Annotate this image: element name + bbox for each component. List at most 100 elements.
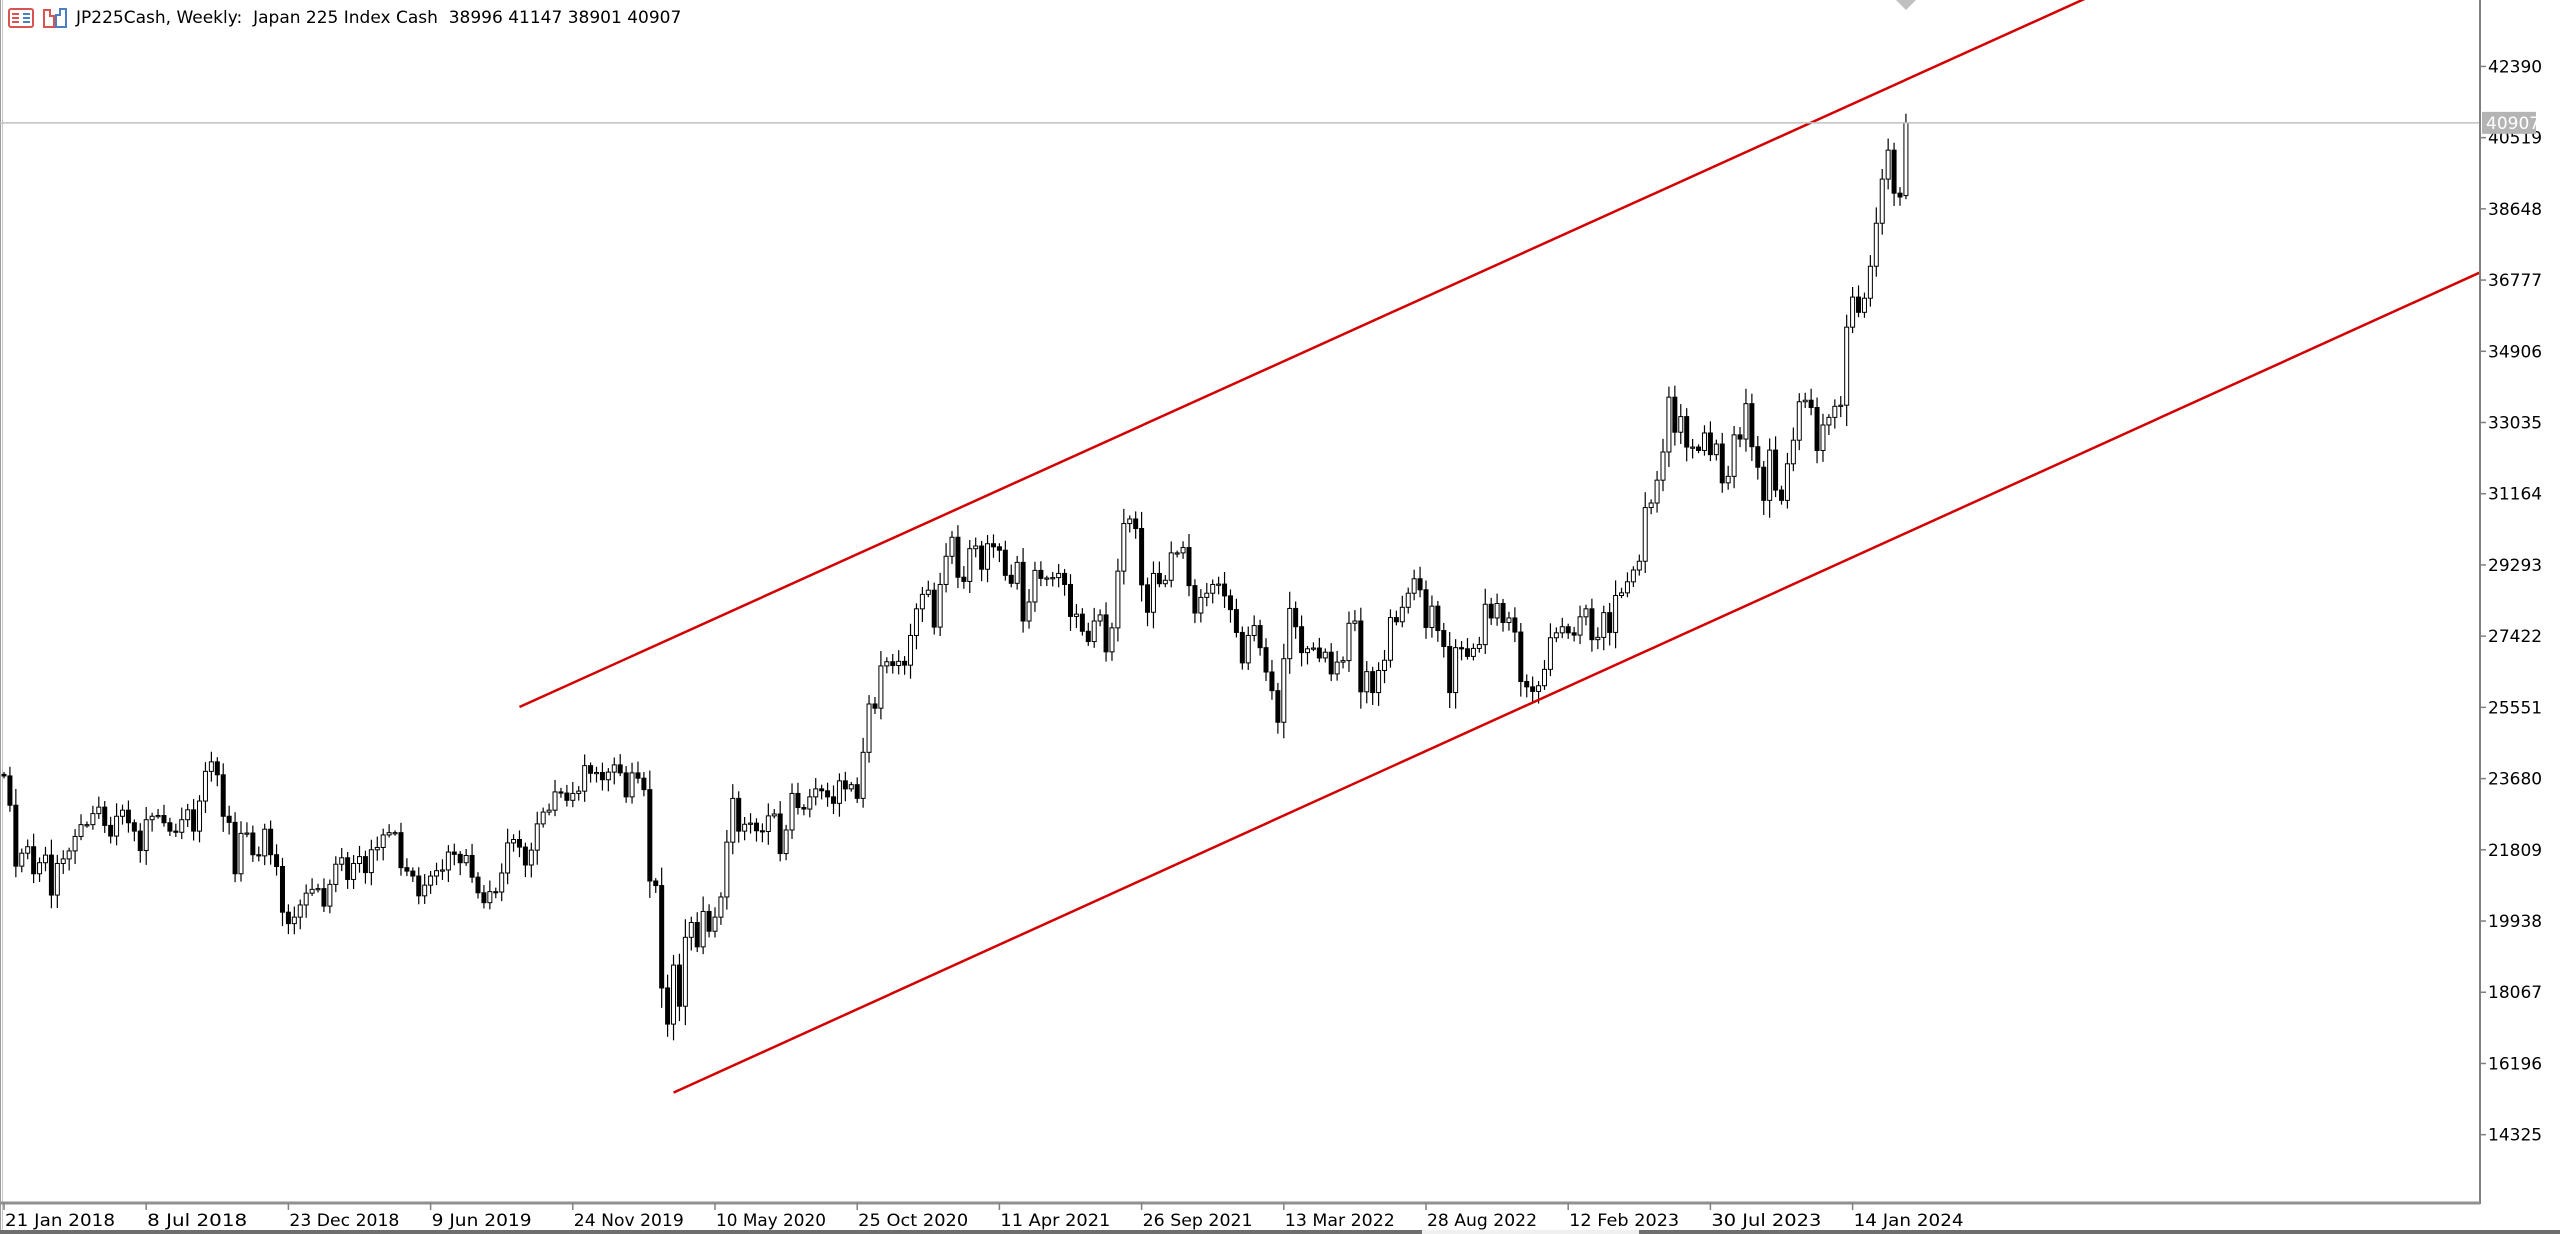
candle-body-bear	[1500, 602, 1506, 624]
candle	[487, 880, 493, 910]
current-price-label: 40907	[2486, 114, 2540, 134]
candle	[1725, 465, 1731, 490]
candle	[700, 896, 706, 955]
candle	[860, 737, 866, 808]
candle	[309, 878, 315, 896]
candle-body-bull	[309, 888, 315, 894]
candle-body-bull	[528, 849, 534, 866]
candle	[1109, 622, 1115, 661]
candle	[1020, 548, 1026, 633]
candle-body-bear	[558, 791, 564, 794]
candle	[671, 954, 677, 1041]
candle-body-bear	[256, 854, 262, 857]
candle-body-bull	[1743, 403, 1749, 440]
time-tick-label: 26 Sep 2021	[1143, 1211, 1253, 1231]
candle-body-bull	[534, 823, 540, 851]
candle	[1761, 460, 1767, 515]
chart-window-icon[interactable]	[42, 7, 68, 29]
candle-body-bear	[7, 775, 13, 806]
candle	[866, 695, 872, 763]
candle-body-bear	[961, 576, 967, 582]
candle	[1305, 646, 1310, 665]
candle-body-bull	[1731, 434, 1737, 477]
candle	[1861, 292, 1867, 318]
candle	[1660, 438, 1666, 492]
candle	[125, 800, 131, 833]
candle-body-bear	[48, 854, 54, 896]
candle-body-bear	[1512, 617, 1518, 633]
candle-body-bull	[807, 796, 813, 810]
candle-body-bear	[617, 764, 623, 774]
chart-tab[interactable]	[1422, 1230, 1639, 1234]
candle	[131, 819, 137, 842]
time-tick-label: 11 Apr 2021	[1000, 1211, 1110, 1231]
candle-body-bull	[120, 809, 125, 817]
candle-body-bull	[748, 822, 754, 825]
candle-body-bull	[1198, 596, 1204, 614]
candle-body-bull	[1630, 569, 1636, 583]
candle-body-bear	[623, 772, 629, 798]
candle-body-bear	[647, 789, 653, 882]
candle-body-bull	[1624, 581, 1630, 594]
candle-body-bull	[1014, 561, 1020, 584]
time-axis[interactable]: 21 Jan 2018 8 Jul 2018 23 Dec 2018 9 Jun 20…	[3, 1203, 1964, 1231]
candle-body-bear	[1263, 647, 1269, 673]
candle	[801, 804, 807, 816]
chart-shift-marker-icon[interactable]	[1896, 0, 1916, 10]
candle-body-bear	[1707, 432, 1713, 456]
candle	[1784, 452, 1790, 509]
candle-body-bear	[1417, 578, 1423, 591]
candle	[285, 904, 291, 935]
candle	[291, 906, 297, 935]
candle-body-bear	[588, 765, 594, 774]
upper-channel-trendline[interactable]	[518, 0, 2480, 709]
candle	[1879, 168, 1885, 235]
candle	[1553, 627, 1559, 643]
candle	[902, 656, 908, 675]
candle	[1393, 610, 1399, 626]
candle	[1571, 626, 1577, 642]
candle-body-bear	[1779, 489, 1784, 501]
price-axis[interactable]: 4239040519386483677734906330353116429293…	[2480, 57, 2542, 1146]
candle	[268, 820, 274, 865]
candle	[1678, 404, 1684, 444]
price-tick-label: 38648	[2488, 200, 2542, 220]
candle	[1885, 138, 1891, 190]
candle-body-bear	[13, 804, 19, 867]
candle	[469, 843, 475, 883]
candle	[380, 828, 386, 861]
candle	[635, 761, 641, 784]
candle-body-bull	[1387, 617, 1393, 661]
candle	[558, 787, 564, 798]
candle-body-bear	[665, 987, 671, 1025]
candle-body-bull	[1109, 627, 1115, 653]
candle-body-bear	[1020, 561, 1026, 622]
candle	[155, 808, 161, 819]
candle-body-bull	[1832, 405, 1838, 418]
price-tick-label: 31164	[2488, 485, 2542, 505]
candle-body-bear	[1808, 399, 1814, 408]
candle	[611, 757, 617, 785]
candle-body-bear	[1133, 518, 1139, 530]
candle	[481, 885, 487, 909]
candle	[919, 586, 925, 622]
candle-body-bull	[1542, 668, 1547, 687]
candle	[712, 907, 718, 938]
price-tick-label: 33035	[2488, 414, 2542, 434]
candle	[1767, 438, 1773, 518]
candle	[339, 848, 345, 872]
lower-channel-trendline[interactable]	[673, 271, 2481, 1094]
candle	[1494, 593, 1500, 626]
candle-body-bull	[445, 851, 451, 871]
candle	[120, 804, 125, 825]
window-bottom-edge	[0, 1230, 2560, 1234]
candle	[1299, 615, 1305, 667]
candle	[31, 833, 37, 884]
candle	[641, 772, 647, 797]
candle	[534, 811, 540, 865]
candle-body-bull	[1168, 552, 1174, 581]
candle-body-bear	[706, 910, 712, 932]
list-icon[interactable]	[8, 8, 34, 28]
candle-body-bear	[1370, 671, 1376, 694]
